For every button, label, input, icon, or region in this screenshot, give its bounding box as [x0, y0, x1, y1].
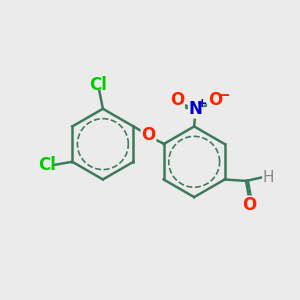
Text: O: O	[208, 91, 222, 109]
Text: +: +	[196, 97, 207, 110]
Text: O: O	[170, 91, 184, 109]
Text: H: H	[263, 170, 274, 185]
Text: −: −	[217, 88, 230, 103]
Text: O: O	[141, 126, 156, 144]
Text: O: O	[242, 196, 256, 214]
Text: N: N	[189, 100, 202, 118]
Text: Cl: Cl	[38, 156, 56, 174]
Text: Cl: Cl	[89, 76, 107, 94]
